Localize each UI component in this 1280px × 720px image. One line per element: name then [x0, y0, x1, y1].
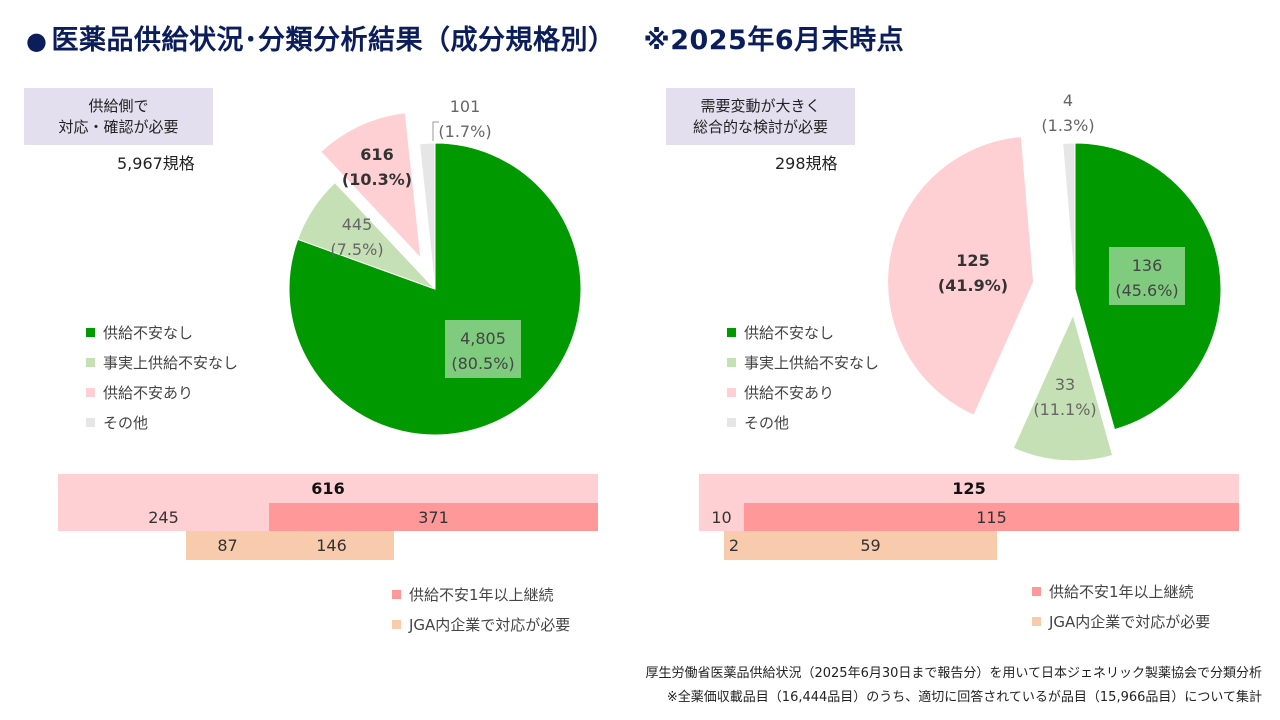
data-label-pct: (41.9%) — [938, 276, 1008, 295]
bar-row1-over1yr: 115 — [744, 503, 1239, 531]
legend-swatch — [727, 357, 736, 367]
legend-item: 事実上供給不安なし — [86, 347, 238, 377]
data-label-value: 101 — [450, 97, 481, 116]
as-of-note: ※2025年6月末時点 — [643, 25, 905, 56]
legend-right: 供給不安なし 事実上供給不安なし 供給不安あり その他 — [727, 317, 879, 437]
data-label-pct: (10.3%) — [342, 170, 412, 189]
panel-count-demand: 298規格 — [775, 154, 838, 173]
bullet-icon: ● — [26, 27, 48, 55]
legend-swatch — [727, 417, 736, 427]
legend-item: 供給不安あり — [86, 377, 238, 407]
legend-item: 供給不安あり — [727, 377, 879, 407]
legend-item: 供給不安1年以上継続 — [1032, 576, 1210, 606]
data-label-value: 445 — [342, 215, 373, 234]
leader-line — [432, 121, 439, 141]
legend-item: その他 — [727, 407, 879, 437]
legend-item: 供給不安なし — [86, 317, 238, 347]
panel-tag-demand-text: 需要変動が大きく 総合的な検討が必要 — [692, 96, 828, 136]
bar-row2-jga-a: 2 — [724, 531, 744, 560]
legend-item: JGA内企業で対応が必要 — [392, 609, 570, 639]
bar-total: 616 — [58, 474, 598, 503]
data-label-value: 4 — [1063, 91, 1073, 110]
data-label-pct: (7.5%) — [330, 240, 383, 259]
legend-swatch — [392, 589, 401, 599]
bar-total: 125 — [699, 474, 1239, 503]
panel-count-supply: 5,967規格 — [117, 154, 195, 173]
legend-swatch — [86, 357, 95, 367]
legend-swatch — [86, 387, 95, 397]
legend-left: 供給不安なし 事実上供給不安なし 供給不安あり その他 — [86, 317, 238, 437]
panel-tag-supply-text: 供給側で 対応・確認が必要 — [58, 96, 179, 136]
pie-slice-3 — [418, 142, 436, 290]
legend-item: その他 — [86, 407, 238, 437]
bar-row1-rest: 245 — [58, 503, 269, 531]
pie-slice-3 — [1062, 142, 1076, 290]
legend-item: 供給不安1年以上継続 — [392, 579, 570, 609]
data-label-pct: (11.1%) — [1033, 400, 1096, 419]
legend-swatch — [392, 619, 401, 629]
data-label-box — [445, 320, 521, 378]
legend-item: 供給不安なし — [727, 317, 879, 347]
data-label-box — [1109, 247, 1185, 305]
panel-tag-supply: 供給側で 対応・確認が必要 — [24, 88, 213, 145]
data-label-value: 125 — [956, 251, 989, 270]
legend-swatch — [727, 327, 736, 337]
data-label-pct: (80.5%) — [451, 354, 514, 373]
legend-swatch — [1032, 586, 1041, 596]
bar-row2-jga-b: 146 — [269, 531, 394, 560]
legend-swatch — [86, 327, 95, 337]
bar-row1-rest: 10 — [699, 503, 744, 531]
data-label-value: 4,805 — [460, 329, 506, 348]
data-label-value: 33 — [1055, 375, 1075, 394]
panel-tag-demand: 需要変動が大きく 総合的な検討が必要 — [666, 88, 855, 145]
legend-item: 事実上供給不安なし — [727, 347, 879, 377]
data-label-value: 616 — [360, 145, 393, 164]
data-label-pct: (1.7%) — [438, 122, 491, 141]
data-label-pct: (45.6%) — [1115, 281, 1178, 300]
title-text: 医薬品供給状況･分類分析結果（成分規格別） — [51, 25, 616, 56]
pie-slice-2 — [887, 135, 1035, 416]
source-note: 厚生労働省医薬品供給状況（2025年6月30日まで報告分）を用いて日本ジェネリッ… — [645, 666, 1262, 681]
bar-row2-jga-b: 59 — [744, 531, 997, 560]
data-label-value: 136 — [1132, 256, 1163, 275]
page-title: ● 医薬品供給状況･分類分析結果（成分規格別） ※2025年6月末時点 — [26, 18, 904, 57]
pie-slice-1 — [1012, 313, 1114, 462]
scope-note: ※全薬価収載品目（16,444品目）のうち、適切に回答されているが品目（15,9… — [666, 690, 1262, 705]
legend-swatch — [727, 387, 736, 397]
legend-item: JGA内企業で対応が必要 — [1032, 606, 1210, 636]
bar-legend-right: 供給不安1年以上継続 JGA内企業で対応が必要 — [1032, 576, 1210, 636]
legend-swatch — [1032, 616, 1041, 626]
data-label-pct: (1.3%) — [1041, 116, 1094, 135]
pie-slice-2 — [320, 112, 422, 260]
bar-legend-left: 供給不安1年以上継続 JGA内企業で対応が必要 — [392, 579, 570, 639]
bar-row2-jga-a: 87 — [186, 531, 269, 560]
legend-swatch — [86, 417, 95, 427]
pie-slice-1 — [297, 181, 436, 290]
bar-row1-over1yr: 371 — [269, 503, 598, 531]
